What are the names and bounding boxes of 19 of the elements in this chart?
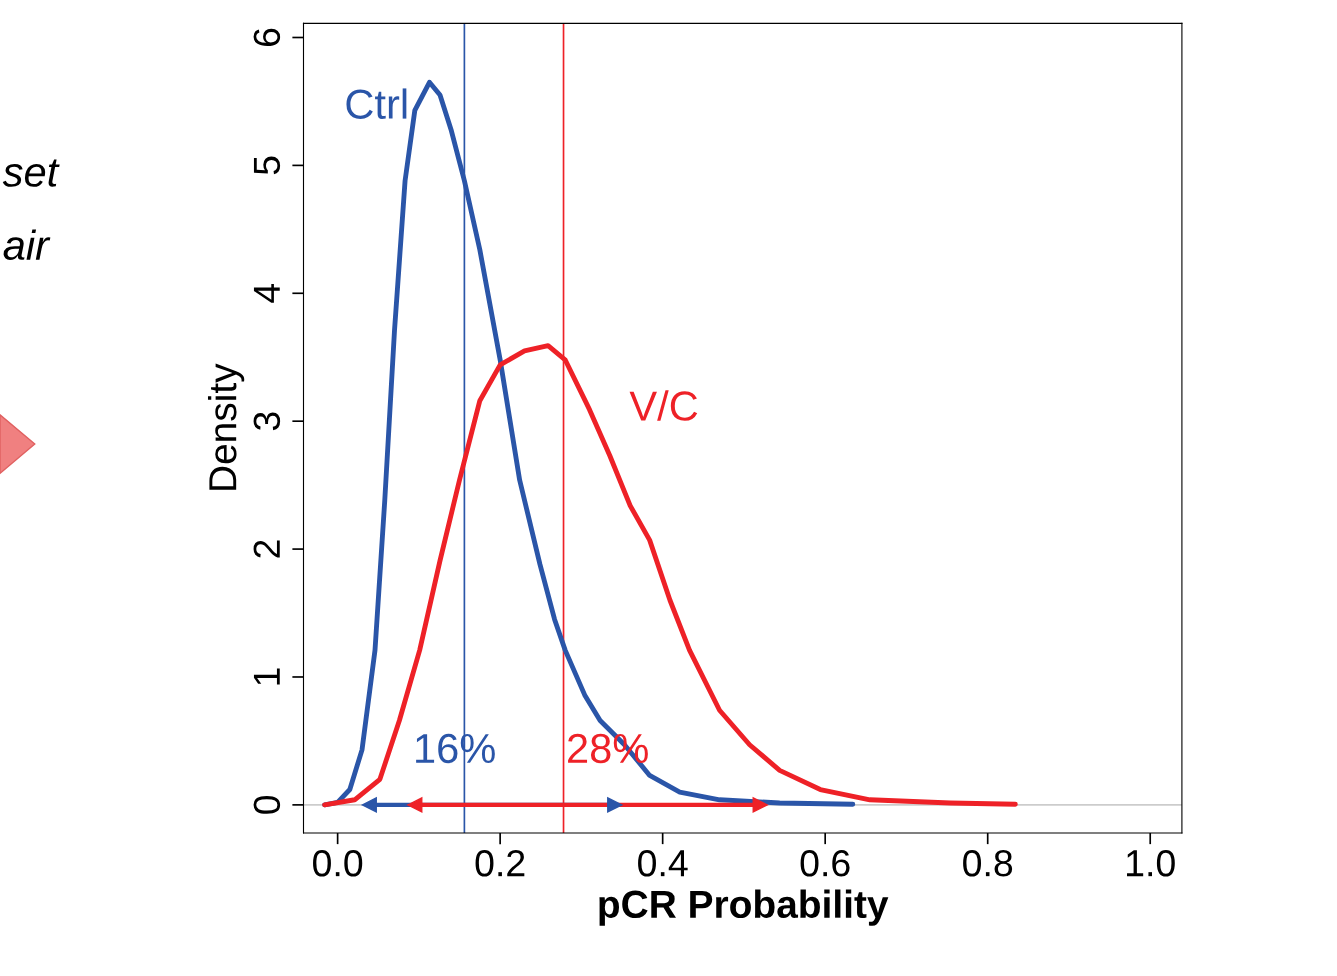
x-tick-label: 0.2 [475,849,525,877]
y-axis-title: Density [207,363,245,490]
x-tick-label: 0.4 [638,849,688,877]
y-tick-label: 4 [253,283,280,303]
x-tick-label: 0.0 [313,849,363,877]
text: set [2,159,60,187]
y-tick-label: 1 [253,668,280,685]
y-tick-label: 3 [253,412,281,431]
y-tick-label: 0 [253,795,281,814]
x-tick-label: 1.0 [1127,849,1175,877]
series-label: Ctrl [346,88,407,120]
series-label: V/C [629,390,698,421]
y-tick-label: 5 [253,156,281,175]
y-tick-label: 2 [253,540,280,558]
x-tick-label: 0.6 [800,849,850,877]
x-axis-title: pCR Probability [599,889,889,926]
x-tick-label: 0.8 [963,849,1013,877]
text: air [3,229,51,261]
y-tick-label: 6 [253,28,281,47]
